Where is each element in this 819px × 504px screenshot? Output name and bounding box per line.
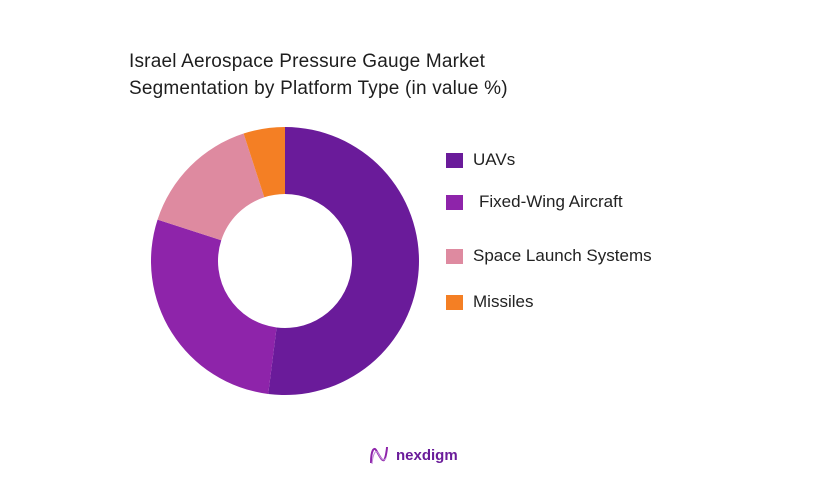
legend-item-missiles: Missiles <box>446 292 533 312</box>
chart-title-line-2: Segmentation by Platform Type (in value … <box>129 78 508 99</box>
donut-slice-fixed-wing-aircraft <box>151 219 277 394</box>
nexdigm-logo: nexdigm <box>368 444 458 466</box>
legend-label: Missiles <box>473 292 534 311</box>
donut-chart <box>151 127 420 396</box>
legend-swatch-icon <box>446 248 463 264</box>
chart-title: Israel Aerospace Pressure Gauge Market S… <box>129 48 508 102</box>
donut-slice-space-launch-systems <box>157 133 265 241</box>
legend-item-uavs: UAVs <box>446 150 515 170</box>
nexdigm-wave-icon <box>370 446 388 465</box>
legend-item-space-launch-systems: Space Launch Systems <box>446 246 652 266</box>
logo-text: nexdigm <box>396 446 458 464</box>
legend-swatch-icon <box>446 152 463 168</box>
legend-label: Fixed-Wing Aircraft <box>479 192 623 211</box>
chart-title-line-1: Israel Aerospace Pressure Gauge Market <box>129 51 486 72</box>
donut-slice-missiles <box>243 127 285 198</box>
legend-item-fixed-wing-aircraft: Fixed-Wing Aircraft <box>446 192 623 212</box>
legend-swatch-icon <box>446 294 463 310</box>
legend-swatch-icon <box>446 194 463 210</box>
legend-label: Space Launch Systems <box>473 246 652 265</box>
donut-slice-uavs <box>268 127 420 396</box>
legend-label: UAVs <box>473 150 516 169</box>
